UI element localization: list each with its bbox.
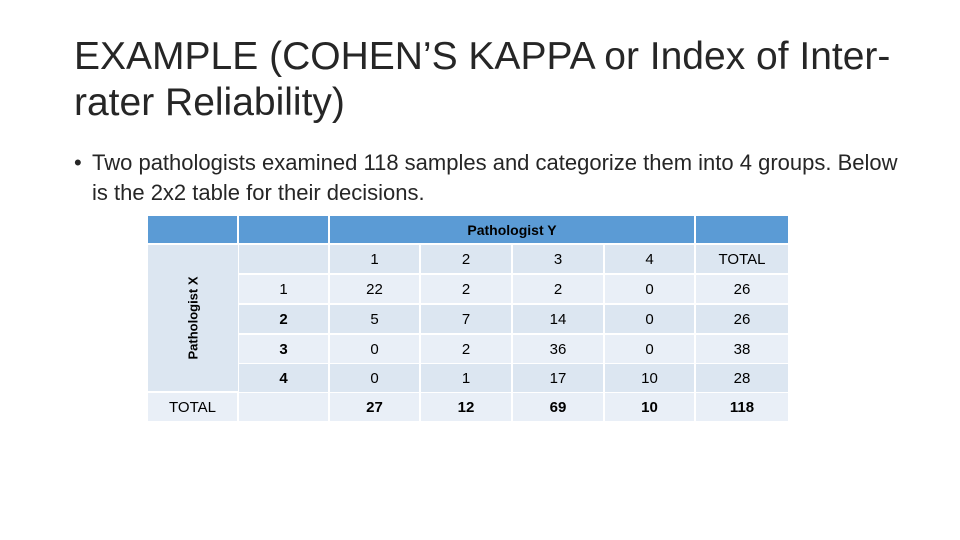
col-header-2: 2 — [421, 245, 511, 273]
column-total-cell: 10 — [605, 393, 694, 421]
table-cell: 2 — [421, 275, 511, 303]
table-cell: 36 — [513, 335, 603, 363]
bullet-text: Two pathologists examined 118 samples an… — [92, 150, 898, 205]
row-total-cell: 26 — [696, 305, 788, 333]
table-cell: 2 — [421, 335, 511, 363]
table-cell: 0 — [605, 335, 694, 363]
row-label-4: 4 — [239, 364, 328, 392]
agreement-table: Pathologist Y Pathologist X 1 2 3 4 TOTA… — [148, 216, 788, 421]
table-cell: 7 — [421, 305, 511, 333]
table-cell: 2 — [513, 275, 603, 303]
row-total-cell: 38 — [696, 335, 788, 363]
bullet-marker: • — [74, 150, 82, 175]
table-cell: 10 — [605, 364, 694, 392]
col-header-total: TOTAL — [696, 245, 788, 273]
pathologist-x-label: Pathologist X — [185, 276, 201, 360]
row-label-3: 3 — [239, 335, 328, 363]
table-cell: 0 — [330, 364, 419, 392]
header-blank-cell — [148, 216, 237, 243]
table-cell: 1 — [421, 364, 511, 392]
pathologist-y-header: Pathologist Y — [330, 216, 694, 243]
table-cell: 17 — [513, 364, 603, 392]
header-blank-cell — [239, 216, 328, 243]
column-total-cell: 12 — [421, 393, 511, 421]
bullet-paragraph: • Two pathologists examined 118 samples a… — [74, 148, 912, 208]
table-cell: 0 — [330, 335, 419, 363]
column-total-cell: 27 — [330, 393, 419, 421]
col-header-4: 4 — [605, 245, 694, 273]
row-total-cell: 26 — [696, 275, 788, 303]
row-label-blank — [239, 245, 328, 273]
table-cell: 5 — [330, 305, 419, 333]
row-label-2: 2 — [239, 305, 328, 333]
total-row-blank — [239, 393, 328, 421]
row-label-1: 1 — [239, 275, 328, 303]
grand-total-cell: 118 — [696, 393, 788, 421]
col-header-1: 1 — [330, 245, 419, 273]
table-cell: 0 — [605, 275, 694, 303]
table-cell: 14 — [513, 305, 603, 333]
slide-title: EXAMPLE (COHEN’S KAPPA or Index of Inter… — [74, 35, 891, 124]
row-total-cell: 28 — [696, 364, 788, 392]
column-total-cell: 69 — [513, 393, 603, 421]
col-header-3: 3 — [513, 245, 603, 273]
table-cell: 0 — [605, 305, 694, 333]
header-blank-cell — [696, 216, 788, 243]
table-cell: 22 — [330, 275, 419, 303]
total-row-label: TOTAL — [148, 393, 237, 421]
pathologist-x-header: Pathologist X — [148, 245, 238, 391]
